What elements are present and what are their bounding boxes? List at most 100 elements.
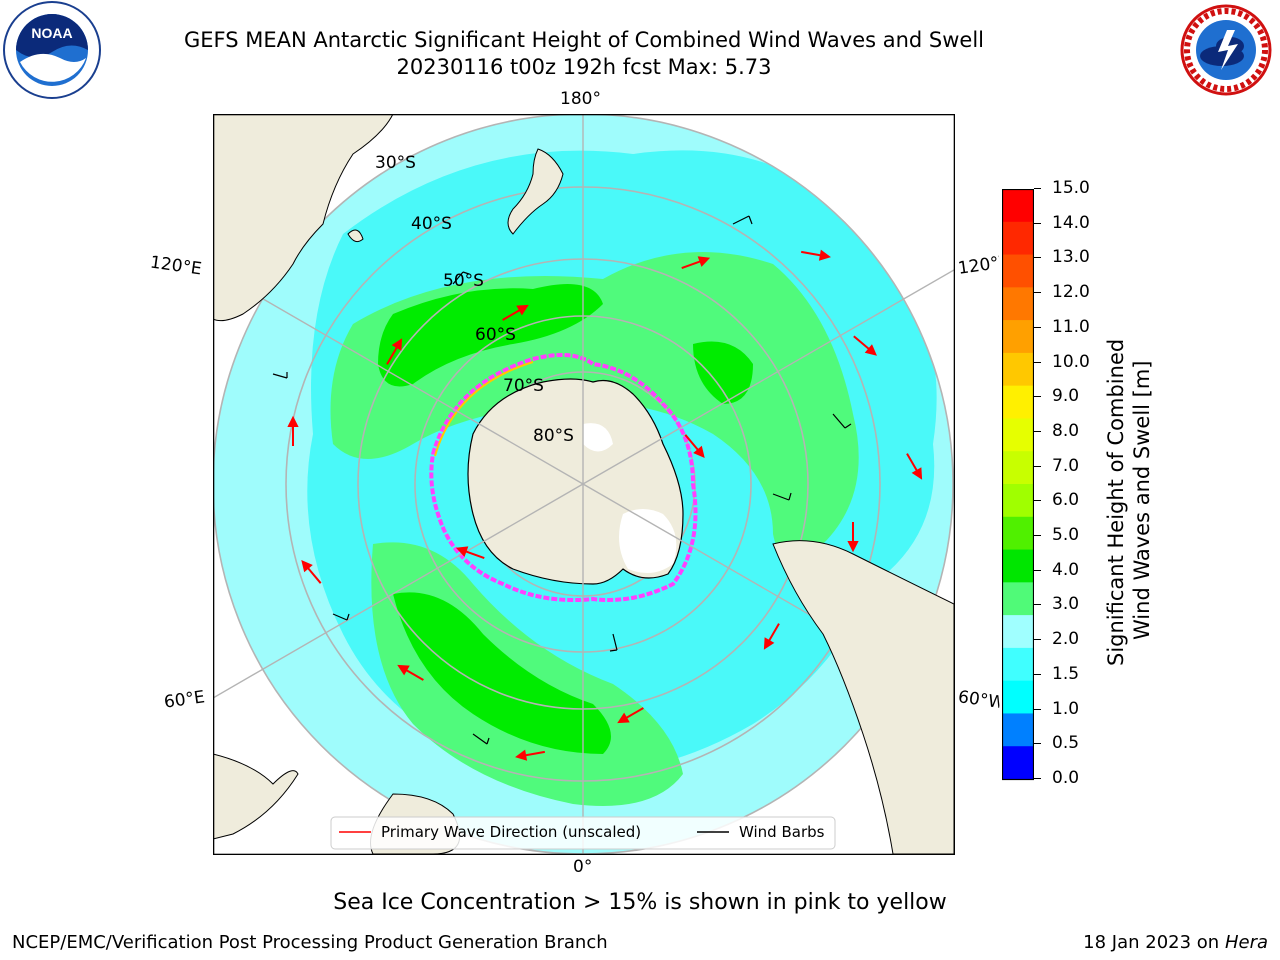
colorbar-tick-label: 3.0 bbox=[1052, 594, 1080, 615]
lat-label-40s: 40°S bbox=[411, 214, 452, 234]
colorbar-tick-label: 4.0 bbox=[1052, 559, 1080, 580]
legend-primary-wave: Primary Wave Direction (unscaled) bbox=[381, 823, 641, 841]
nws-logo bbox=[1180, 4, 1272, 96]
noaa-logo-text: NOAA bbox=[31, 25, 72, 41]
colorbar-cell bbox=[1002, 647, 1034, 682]
wind-barb bbox=[332, 613, 350, 621]
colorbar bbox=[1002, 189, 1034, 781]
wind-barb bbox=[272, 372, 288, 379]
noaa-logo: NOAA bbox=[3, 1, 101, 99]
wave-arrows bbox=[287, 249, 923, 761]
colorbar-cell bbox=[1002, 254, 1034, 288]
colorbar-tick-label: 10.0 bbox=[1052, 351, 1090, 372]
colorbar-tick-label: 15.0 bbox=[1052, 178, 1090, 198]
wave-arrow bbox=[287, 415, 299, 446]
tasmania bbox=[347, 229, 364, 243]
map-legend: Primary Wave Direction (unscaled) Wind B… bbox=[330, 816, 836, 850]
colorbar-tick-label: 7.0 bbox=[1052, 455, 1080, 476]
wave-peak-east bbox=[693, 341, 753, 404]
colorbar-tick-mark bbox=[1034, 430, 1041, 432]
colorbar-tick-label: 11.0 bbox=[1052, 316, 1090, 337]
colorbar-cell bbox=[1002, 352, 1034, 387]
map-frame bbox=[213, 114, 955, 855]
colorbar-tick-mark bbox=[1034, 222, 1041, 224]
colorbar-tick-label: 0.5 bbox=[1052, 733, 1080, 754]
colorbar-tick-label: 1.5 bbox=[1052, 663, 1080, 684]
colorbar-tick-mark bbox=[1034, 708, 1041, 710]
wave-peak-south bbox=[393, 592, 611, 754]
colorbar-title-line1: Significant Height of Combined bbox=[1104, 338, 1128, 666]
wave-arrow bbox=[617, 707, 644, 724]
australia bbox=[213, 114, 394, 322]
new-zealand bbox=[507, 148, 564, 235]
colorbar-tick-mark bbox=[1034, 292, 1041, 294]
colorbar-tick-label: 0.0 bbox=[1052, 768, 1080, 788]
colorbar-cell bbox=[1002, 484, 1034, 518]
colorbar-cell bbox=[1002, 746, 1034, 780]
footer-date: 18 Jan 2023 on Hera bbox=[1083, 932, 1268, 953]
colorbar-tick-mark bbox=[1034, 188, 1041, 189]
colorbar-cell bbox=[1002, 320, 1034, 354]
lon-label-120w: 120°W bbox=[956, 253, 1002, 279]
colorbar-tick-mark bbox=[1034, 604, 1041, 606]
colorbar-tick-label: 5.0 bbox=[1052, 525, 1080, 546]
wind-barb bbox=[732, 215, 753, 225]
wave-arrow bbox=[763, 623, 780, 650]
lon-label-120e: 120°E bbox=[148, 252, 203, 280]
wave-arrow bbox=[853, 335, 877, 356]
south-america bbox=[772, 540, 954, 854]
colorbar-tick-mark bbox=[1034, 535, 1041, 537]
colorbar-cell bbox=[1002, 713, 1034, 747]
wind-barbs bbox=[272, 215, 852, 745]
colorbar-tick-mark bbox=[1034, 396, 1041, 398]
lat-label-50s: 50°S bbox=[443, 271, 484, 291]
colorbar-tick-mark bbox=[1034, 465, 1041, 467]
wave-arrow bbox=[801, 249, 831, 261]
colorbar-tick-mark bbox=[1034, 743, 1041, 745]
colorbar-cell bbox=[1002, 582, 1034, 616]
colorbar-tick-mark bbox=[1034, 778, 1041, 779]
colorbar-tick-label: 1.0 bbox=[1052, 698, 1080, 719]
wave-arrow bbox=[684, 434, 705, 458]
sea-ice-note: Sea Ice Concentration > 15% is shown in … bbox=[333, 890, 947, 915]
colorbar-tick-label: 2.0 bbox=[1052, 629, 1080, 650]
colorbar-tick-label: 8.0 bbox=[1052, 420, 1080, 441]
colorbar-tick-mark bbox=[1034, 326, 1041, 328]
wind-barb bbox=[832, 413, 852, 429]
wave-arrow bbox=[906, 453, 923, 480]
ice-shelf-east bbox=[619, 509, 677, 573]
sea-ice-edge bbox=[429, 353, 698, 602]
colorbar-tick-mark bbox=[1034, 257, 1041, 259]
colorbar-tick-label: 9.0 bbox=[1052, 386, 1080, 407]
lon-label-60e: 60°E bbox=[162, 687, 207, 713]
ice-shelf-ross bbox=[583, 423, 613, 452]
colorbar-cell bbox=[1002, 680, 1034, 714]
lon-label-0: 0° bbox=[573, 857, 593, 877]
colorbar-title-line2: Wind Waves and Swell [m] bbox=[1130, 360, 1154, 640]
colorbar-cell bbox=[1002, 418, 1034, 452]
wave-arrow bbox=[455, 546, 485, 560]
colorbar-tick-mark bbox=[1034, 673, 1041, 675]
wave-arrow bbox=[502, 304, 529, 321]
footer-credit: NCEP/EMC/Verification Post Processing Pr… bbox=[12, 932, 608, 953]
wave-peak-north bbox=[378, 284, 603, 387]
colorbar-cell bbox=[1002, 221, 1034, 256]
wave-arrow bbox=[515, 749, 545, 761]
colorbar-tick-label: 6.0 bbox=[1052, 490, 1080, 511]
colorbar-cell bbox=[1002, 287, 1034, 321]
wave-arrow bbox=[386, 338, 403, 365]
legend-wind-barbs: Wind Barbs bbox=[739, 823, 825, 841]
colorbar-tick-label: 14.0 bbox=[1052, 212, 1090, 233]
south-africa bbox=[213, 753, 299, 840]
colorbar-cell bbox=[1002, 516, 1034, 551]
wave-arrow bbox=[681, 256, 711, 270]
sea-ice-yellow bbox=[434, 361, 534, 457]
footer-date-text: 18 Jan 2023 on bbox=[1083, 932, 1225, 953]
colorbar-tick-mark bbox=[1034, 361, 1041, 363]
colorbar-cell bbox=[1002, 385, 1034, 419]
wind-barb bbox=[772, 492, 792, 501]
polar-map: Primary Wave Direction (unscaled) Wind B… bbox=[213, 114, 955, 855]
wave-arrow bbox=[301, 560, 322, 584]
colorbar-cell bbox=[1002, 549, 1034, 583]
chart-subtitle: 20230116 t00z 192h fcst Max: 5.73 bbox=[396, 55, 772, 79]
